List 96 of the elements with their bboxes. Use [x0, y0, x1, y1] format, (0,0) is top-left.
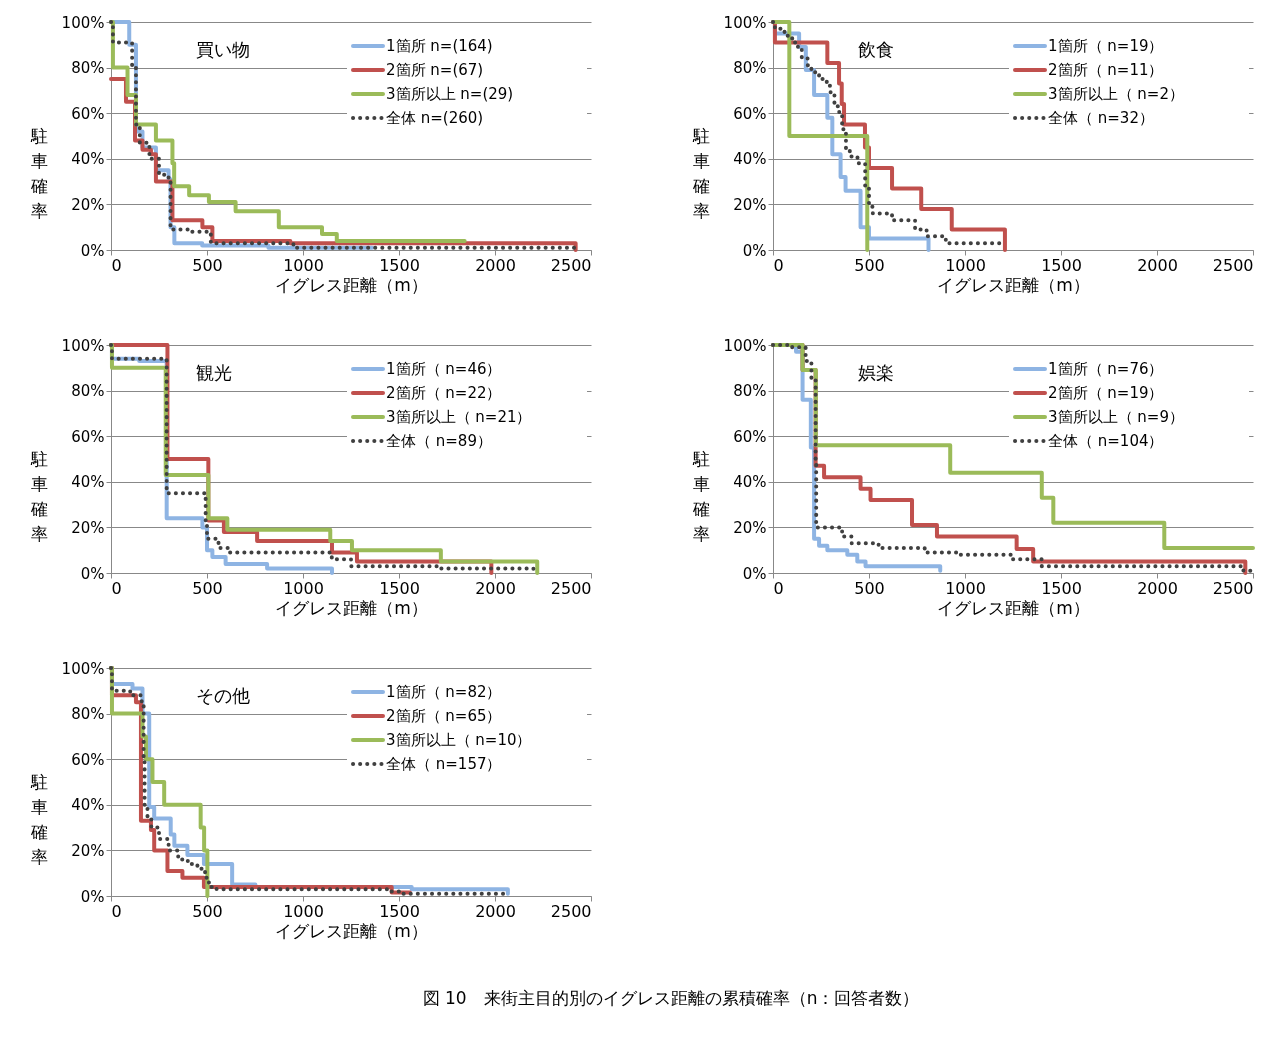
x-tick-label: 1500 [1041, 578, 1082, 598]
y-tick-label: 80% [71, 705, 105, 724]
y-axis-title: 駐車確率 [30, 771, 48, 867]
x-tick-label: 2000 [475, 901, 516, 921]
x-axis-title: イグレス距離（m） [275, 274, 428, 295]
legend-label: 全体（ n=104） [1048, 432, 1164, 450]
x-tick-label: 2000 [1137, 255, 1178, 275]
caption: 図 10 来街主目的別のイグレス距離の累積確率（n：回答者数） [422, 988, 920, 1008]
y-tick-label: 0% [80, 241, 105, 260]
y-tick-label: 0% [742, 564, 767, 583]
y-tick-label: 0% [80, 887, 105, 906]
y-axis-title: 駐車確率 [692, 125, 710, 221]
x-tick-label: 1500 [379, 255, 420, 275]
y-tick-label: 80% [733, 59, 767, 78]
x-tick-label: 2000 [475, 255, 516, 275]
legend-label: 3箇所以上 n=(29) [386, 85, 514, 103]
y-tick-label: 20% [71, 195, 105, 214]
y-tick-label: 20% [71, 518, 105, 537]
y-tick-label: 60% [71, 104, 105, 123]
x-tick-label: 2500 [550, 255, 592, 275]
x-axis-title: イグレス距離（m） [275, 597, 428, 618]
text: 買い物 [196, 39, 250, 60]
legend-label: 1箇所（ n=82） [386, 683, 502, 701]
legend-label: 1箇所 n=(164) [386, 37, 493, 55]
x-tick-label: 1500 [379, 578, 420, 598]
text: 娯楽 [858, 362, 894, 383]
x-tick-label: 2500 [550, 578, 592, 598]
x-tick-label: 0 [111, 578, 122, 598]
y-tick-label: 20% [733, 195, 767, 214]
legend-label: 2箇所（ n=11） [1048, 61, 1164, 79]
legend-label: 3箇所以上（ n=21） [386, 408, 532, 426]
legend-label: 全体（ n=157） [386, 755, 502, 773]
y-tick-label: 100% [61, 659, 105, 678]
x-tick-label: 500 [192, 255, 223, 275]
y-tick-label: 100% [723, 13, 767, 32]
y-tick-label: 40% [733, 473, 767, 492]
y-tick-label: 40% [71, 150, 105, 169]
x-tick-label: 1500 [379, 901, 420, 921]
y-tick-label: 20% [71, 841, 105, 860]
x-tick-label: 0 [773, 578, 784, 598]
y-tick-label: 100% [61, 336, 105, 355]
x-tick-label: 1000 [945, 578, 986, 598]
x-tick-label: 500 [192, 578, 223, 598]
legend-label: 全体 n=(260) [386, 109, 484, 127]
legend-label: 3箇所以上（ n=2） [1048, 85, 1184, 103]
legend-label: 2箇所 n=(67) [386, 61, 484, 79]
legend-label: 1箇所（ n=46） [386, 360, 502, 378]
x-axis-title: イグレス距離（m） [937, 274, 1090, 295]
y-axis-title: 駐車確率 [30, 448, 48, 544]
y-tick-label: 80% [71, 59, 105, 78]
x-tick-label: 1000 [945, 255, 986, 275]
x-axis-title: イグレス距離（m） [937, 597, 1090, 618]
y-tick-label: 40% [71, 796, 105, 815]
text: その他 [196, 685, 250, 706]
y-tick-label: 60% [733, 427, 767, 446]
legend-label: 2箇所（ n=19） [1048, 384, 1164, 402]
y-tick-label: 0% [80, 564, 105, 583]
x-tick-label: 1000 [283, 901, 324, 921]
x-tick-label: 500 [854, 255, 885, 275]
x-tick-label: 0 [773, 255, 784, 275]
x-tick-label: 1000 [283, 255, 324, 275]
x-tick-label: 2500 [1212, 578, 1254, 598]
x-tick-label: 500 [854, 578, 885, 598]
y-tick-label: 100% [61, 13, 105, 32]
y-axis-title: 駐車確率 [692, 448, 710, 544]
y-tick-label: 80% [71, 382, 105, 401]
y-axis-title: 駐車確率 [30, 125, 48, 221]
x-tick-label: 0 [111, 255, 122, 275]
legend-label: 全体（ n=89） [386, 432, 492, 450]
text: 観光 [196, 362, 232, 383]
x-axis-title: イグレス距離（m） [275, 920, 428, 941]
y-tick-label: 100% [723, 336, 767, 355]
x-tick-label: 1000 [283, 578, 324, 598]
legend-label: 3箇所以上（ n=10） [386, 731, 532, 749]
y-tick-label: 60% [71, 750, 105, 769]
text: 飲食 [858, 39, 894, 60]
x-tick-label: 2000 [1137, 578, 1178, 598]
legend-label: 1箇所（ n=76） [1048, 360, 1164, 378]
y-tick-label: 60% [733, 104, 767, 123]
x-tick-label: 1500 [1041, 255, 1082, 275]
legend-label: 2箇所（ n=22） [386, 384, 502, 402]
x-tick-label: 2000 [475, 578, 516, 598]
y-tick-label: 60% [71, 427, 105, 446]
legend-label: 2箇所（ n=65） [386, 707, 502, 725]
x-tick-label: 2500 [550, 901, 592, 921]
legend-label: 全体（ n=32） [1048, 109, 1154, 127]
x-tick-label: 0 [111, 901, 122, 921]
y-tick-label: 0% [742, 241, 767, 260]
x-tick-label: 2500 [1212, 255, 1254, 275]
y-tick-label: 20% [733, 518, 767, 537]
y-tick-label: 80% [733, 382, 767, 401]
x-tick-label: 500 [192, 901, 223, 921]
y-tick-label: 40% [733, 150, 767, 169]
legend-label: 1箇所（ n=19） [1048, 37, 1164, 55]
legend-label: 3箇所以上（ n=9） [1048, 408, 1184, 426]
y-tick-label: 40% [71, 473, 105, 492]
